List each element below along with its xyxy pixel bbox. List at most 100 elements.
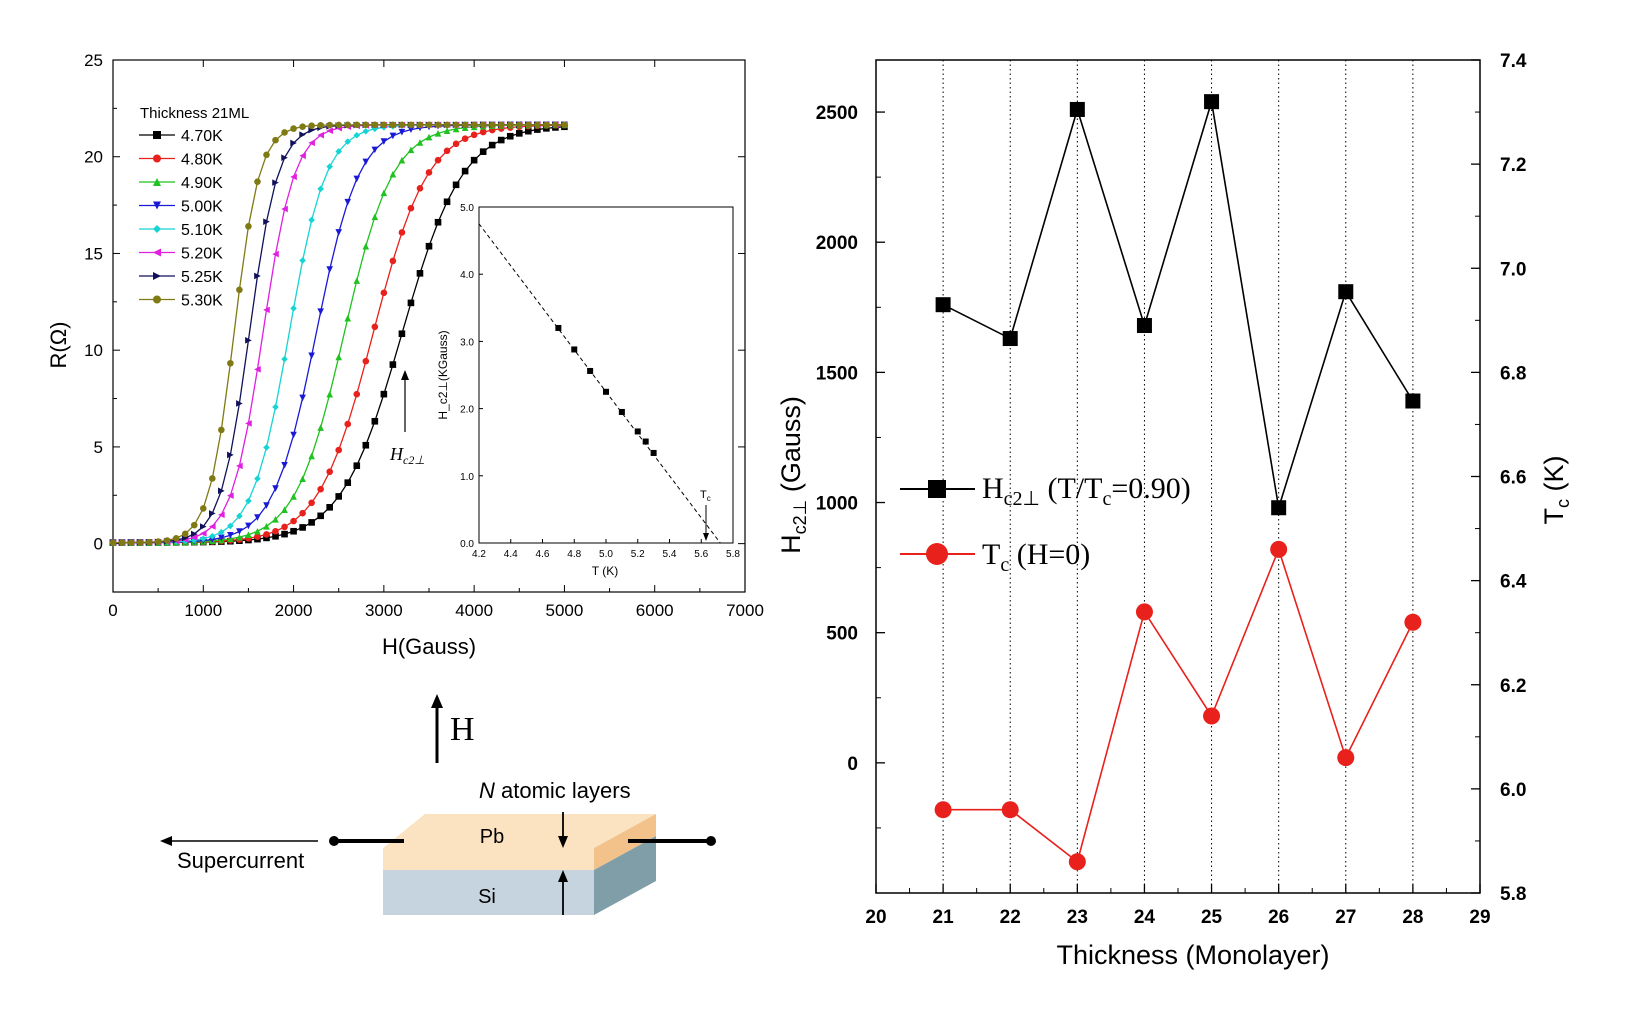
p1-xtick-label: 0 [108, 601, 117, 620]
p1-data-point [344, 479, 352, 486]
p1-data-point [290, 125, 297, 132]
p3-data-point [1002, 331, 1018, 347]
inset-data-point [634, 428, 641, 435]
p1-data-point [543, 121, 550, 129]
p1-data-point [380, 189, 388, 197]
p1-data-point [290, 139, 297, 147]
p1-data-point [145, 538, 153, 546]
current-label: Supercurrent [177, 848, 304, 873]
p1-data-point [407, 299, 415, 307]
p1-data-point [308, 519, 315, 526]
p1-data-point [281, 530, 288, 538]
p1-data-point [434, 156, 442, 164]
inset-xtick-label: 4.8 [567, 549, 581, 560]
inset-data-point [603, 388, 609, 395]
p3-data-point [1337, 749, 1355, 767]
p3-xtick-label: 28 [1402, 907, 1423, 928]
pb-label: Pb [480, 826, 504, 848]
p1-data-point [362, 357, 370, 365]
p1-data-point [389, 361, 397, 368]
right-lead-dot [706, 836, 716, 846]
p1-data-point [380, 390, 388, 398]
pb-side-face [594, 814, 656, 870]
p3-data-point [1271, 500, 1287, 516]
p1-data-point [227, 359, 234, 367]
inset-ytick-label: 0.0 [460, 539, 474, 550]
p3-ytick-left-label: 2000 [816, 233, 858, 254]
p1-data-point [281, 523, 288, 531]
p1-data-point [452, 140, 460, 148]
p1-data-point [335, 148, 343, 155]
p1-data-point [127, 539, 135, 546]
p1-data-point [299, 509, 306, 517]
p1-ytick-label: 20 [84, 148, 103, 167]
p3-xtick-label: 22 [1000, 907, 1021, 928]
p3-data-point [935, 297, 951, 313]
p1-data-point [470, 121, 478, 129]
p1-legend-label: 5.30K [181, 293, 223, 310]
p1-data-point [190, 534, 198, 541]
layers-arrowhead-bottom [558, 870, 568, 882]
p1-data-point [398, 156, 406, 164]
inset-data-point [650, 449, 657, 456]
p1-data-point [362, 441, 370, 449]
p1-legend-label: 5.25K [181, 269, 223, 286]
p1-data-point [479, 121, 487, 129]
p1-data-point [272, 532, 279, 540]
p1-data-point [380, 121, 388, 129]
p1-data-point [344, 314, 352, 322]
p1-data-point [236, 528, 243, 535]
p1-data-point [209, 523, 216, 530]
p1-data-point [344, 138, 352, 145]
p1-data-point [362, 121, 370, 129]
inset-frame [478, 206, 734, 544]
p1-xtick-label: 7000 [726, 601, 764, 620]
p1-data-point [236, 512, 243, 520]
inset-xtick-label: 4.2 [472, 549, 486, 560]
p1-data-point [272, 485, 279, 492]
p1-legend-label: 4.80K [181, 152, 223, 169]
si-side-face [594, 836, 656, 915]
inset-xlabel: T (K) [592, 564, 618, 578]
p1-data-point [452, 181, 460, 189]
p1-legend-marker [153, 272, 161, 280]
p1-data-point [199, 523, 207, 530]
p1-data-point [199, 535, 207, 542]
p3-legend: Hc2⊥ (T/Tc=0.90) Tc (H=0) [900, 472, 1191, 576]
p1-data-point [488, 121, 496, 129]
p1-ytick-label: 25 [84, 51, 103, 70]
p3-data-point [1001, 801, 1019, 819]
p1-data-point [389, 170, 397, 178]
p1-data-point [236, 286, 243, 294]
p1-data-point [470, 131, 478, 139]
p1-legend-marker [153, 295, 161, 304]
p1-data-point [227, 492, 234, 499]
p1-data-point [299, 524, 306, 531]
hc2-arrowhead [401, 370, 409, 380]
p1-data-point [172, 534, 180, 542]
p3-xtick-label: 27 [1335, 907, 1356, 928]
p3-ytick-left-label: 1000 [816, 494, 858, 515]
p1-data-point [272, 527, 279, 535]
p1-data-point [236, 462, 243, 470]
hc2-label: Hc2⊥ [389, 444, 425, 467]
p1-data-point [479, 148, 487, 155]
p1-xtick-label: 6000 [636, 601, 674, 620]
inset-data-point [618, 408, 625, 415]
p1-ytick-label: 15 [84, 244, 103, 263]
p1-data-point [263, 531, 270, 538]
p1-legend-label: 4.70K [181, 128, 223, 145]
p1-data-point [326, 163, 333, 170]
p3-xtick-label: 24 [1134, 907, 1156, 928]
p3-data-point [1204, 94, 1220, 110]
p1-data-point [290, 527, 297, 535]
legend-hc2-label: Hc2⊥ (T/Tc=0.90) [982, 472, 1191, 510]
inset-data-point [642, 438, 649, 445]
p3-xtick-label: 26 [1268, 907, 1289, 928]
p1-data-point [416, 139, 424, 146]
thickness-chart: 20 21 22 23 24 25 26 27 28 29 0 500 1000 1500 2000 2500… [776, 51, 1573, 970]
inset-tc-arrowhead [703, 533, 709, 541]
p3-data-point [1405, 393, 1421, 409]
p1-data-point [380, 289, 388, 297]
si-label: Si [478, 886, 496, 908]
